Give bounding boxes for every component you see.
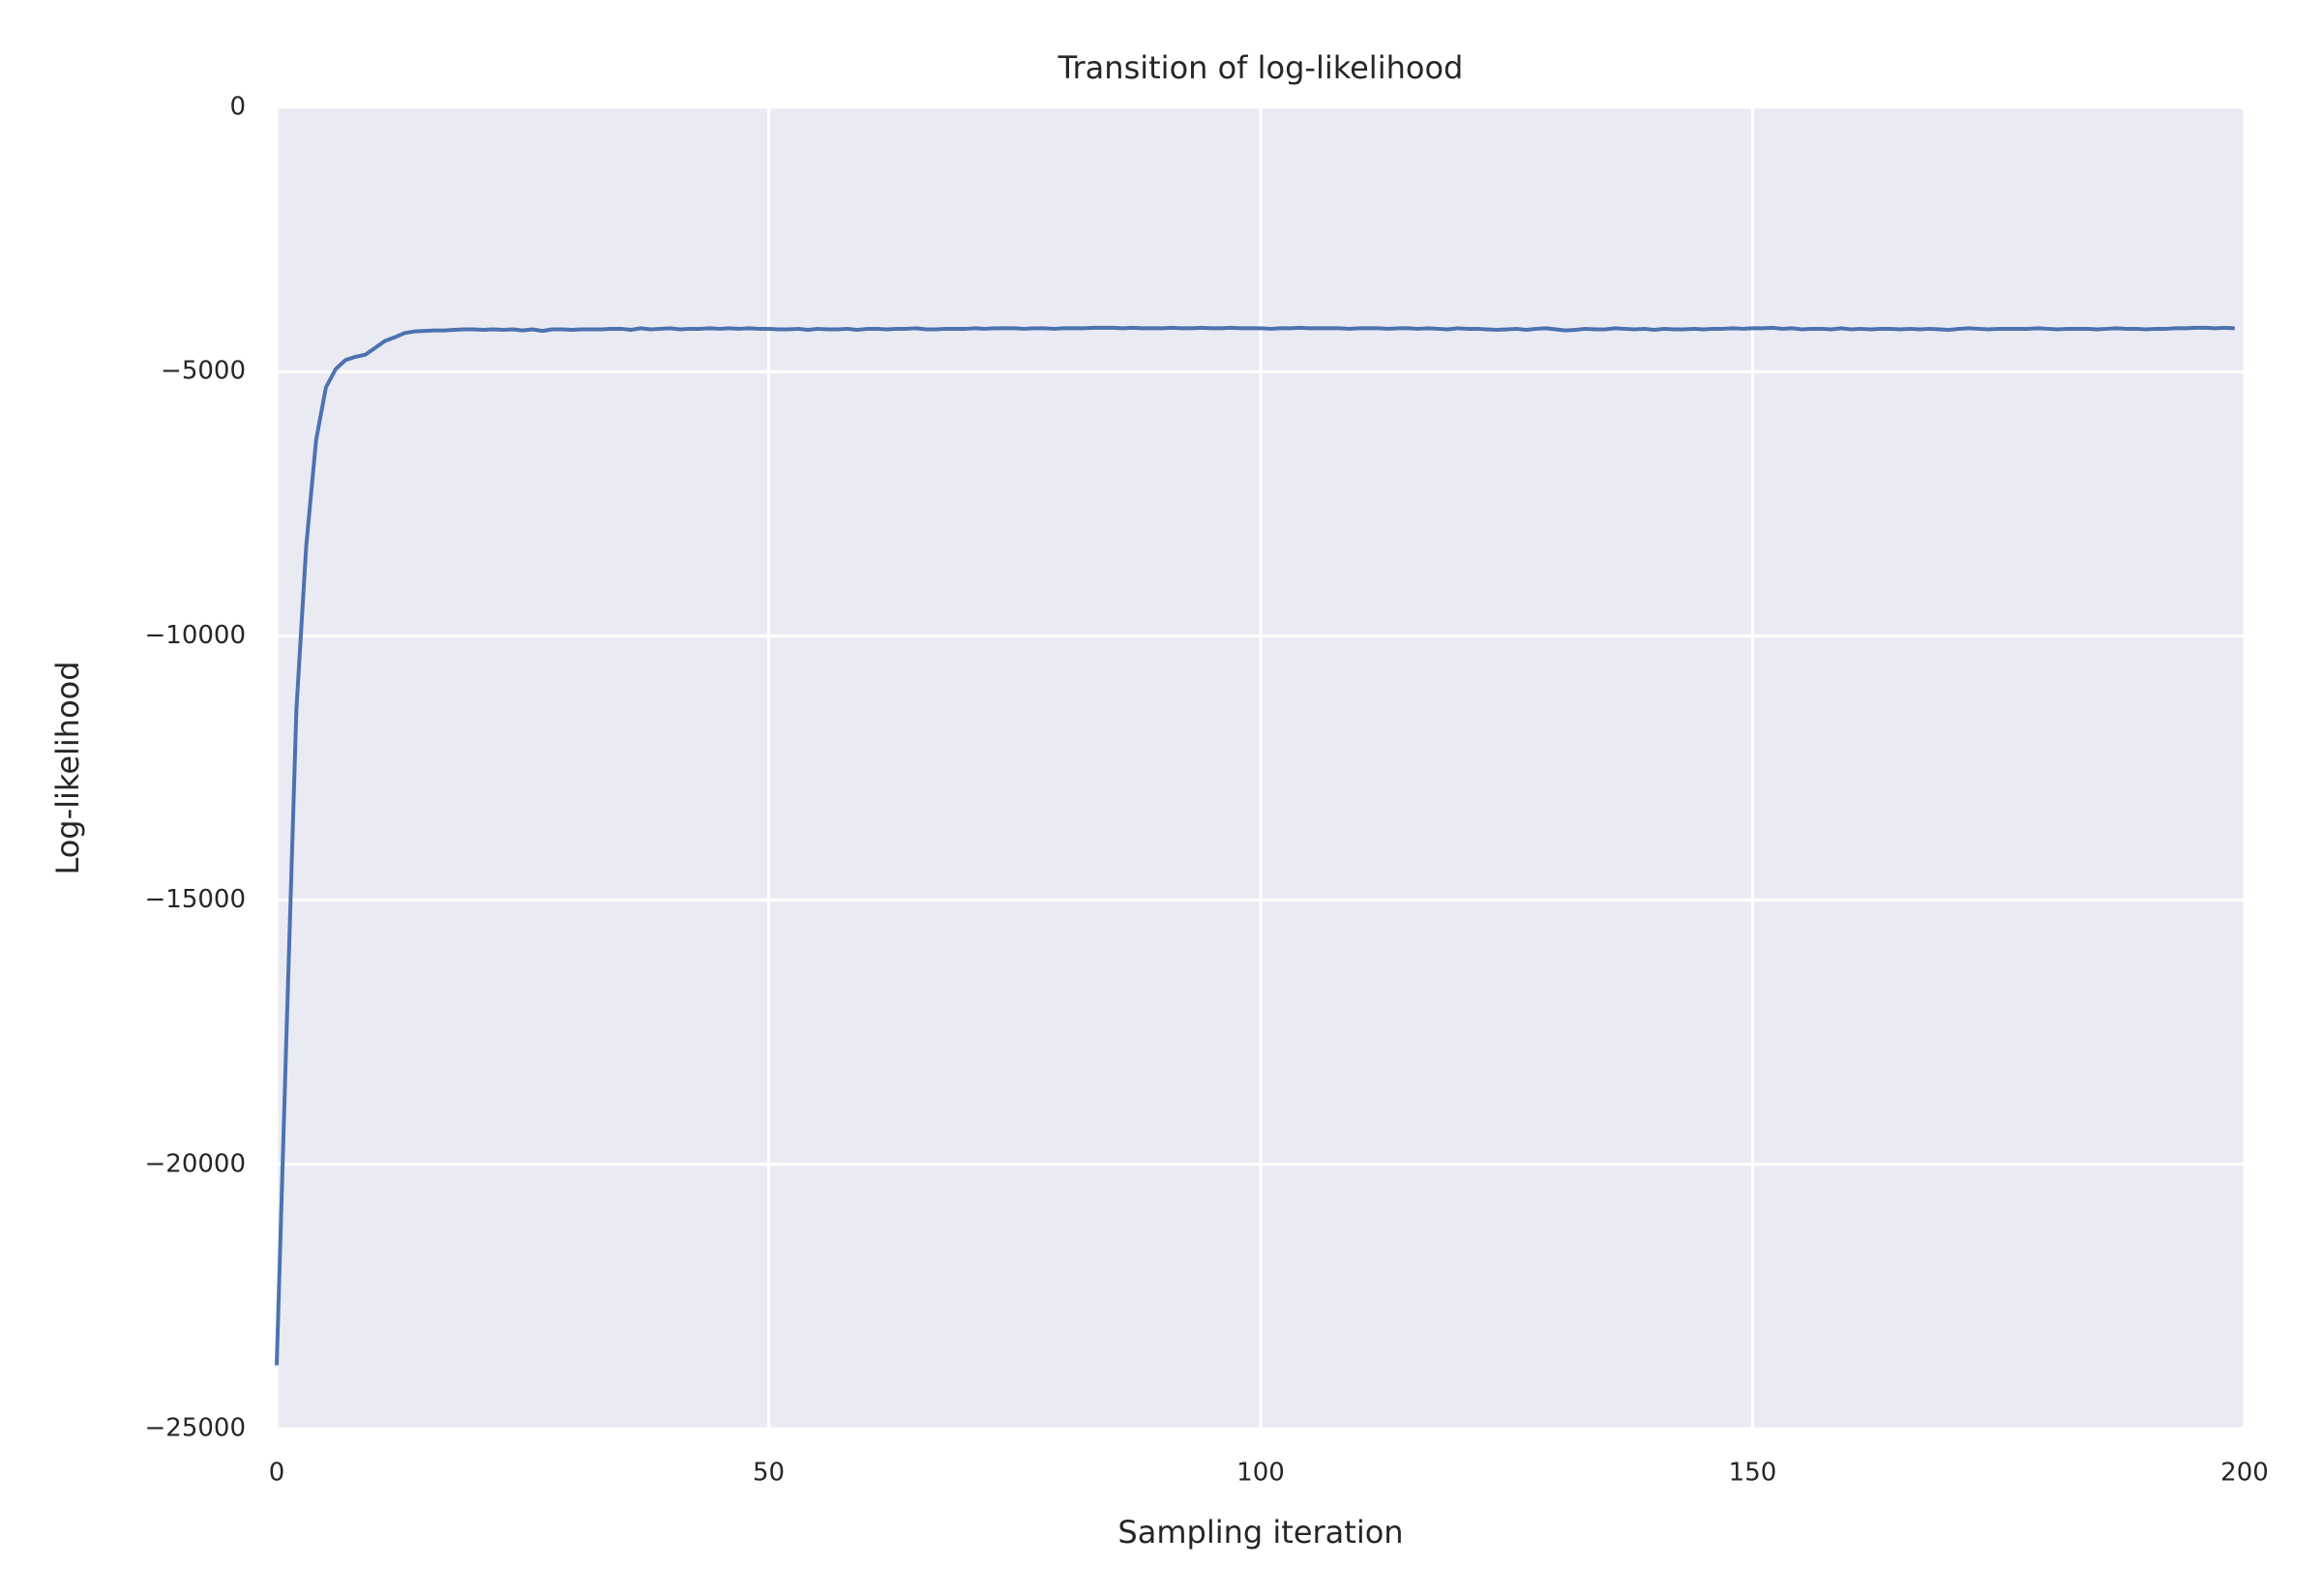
- x-tick-label: 150: [1729, 1459, 1777, 1488]
- x-tick-label: 200: [2220, 1459, 2269, 1488]
- y-tick-label: −15000: [145, 885, 247, 914]
- y-tick-label: −5000: [161, 357, 246, 386]
- x-tick-label: 100: [1236, 1459, 1285, 1488]
- y-tick-label: −20000: [145, 1149, 247, 1178]
- data-line: [275, 325, 2235, 1366]
- chart-title: Transition of log-likelihood: [1057, 49, 1464, 86]
- x-axis-label: Sampling iteration: [1117, 1514, 1403, 1551]
- x-tick-label: 0: [269, 1459, 285, 1488]
- y-axis-label: Log-likelihood: [49, 661, 86, 874]
- y-tick-label: −10000: [145, 621, 247, 650]
- x-tick-label: 50: [753, 1459, 785, 1488]
- y-tick-label: 0: [229, 93, 246, 122]
- y-tick-label: −25000: [145, 1414, 247, 1443]
